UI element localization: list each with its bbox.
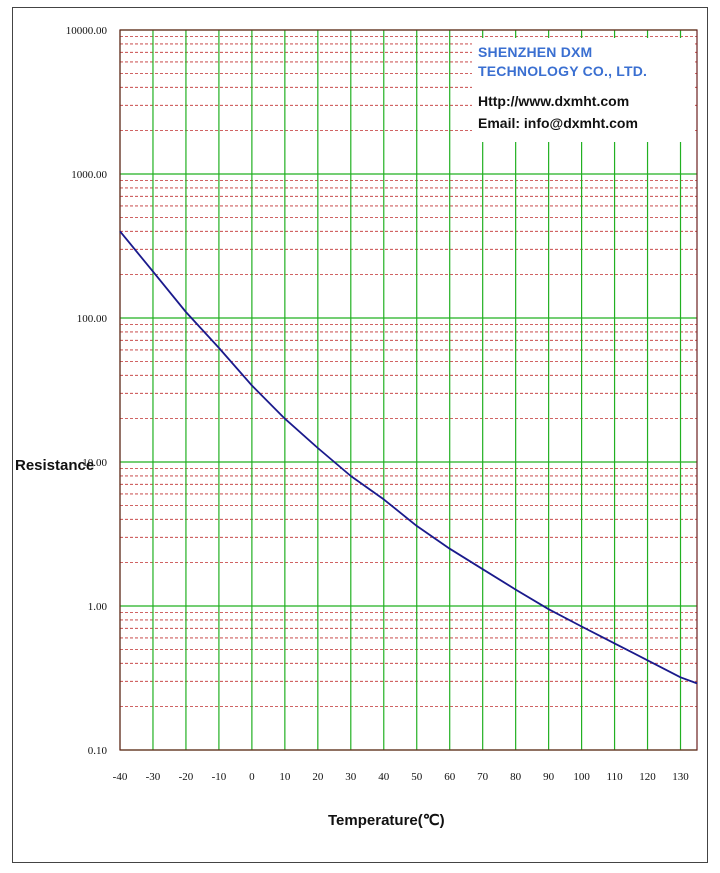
x-tick-label: 20 (312, 771, 324, 783)
x-tick-label: 120 (639, 771, 656, 783)
company-name-line2: TECHNOLOGY CO., LTD. (478, 63, 648, 79)
y-tick-labels: 10000.00 1000.00 100.00 10.00 1.00 0.10 (66, 25, 108, 757)
y-tick-label: 100.00 (77, 313, 108, 325)
x-tick-labels: -40 -30 -20 -10 0 10 20 30 40 50 60 70 80 90 100 110 120… (113, 771, 690, 783)
x-tick-label: 130 (672, 771, 689, 783)
y-tick-label: 1.00 (88, 601, 108, 613)
x-tick-label: 90 (543, 771, 555, 783)
x-tick-label: 80 (510, 771, 522, 783)
y-tick-label: 0.10 (88, 745, 108, 757)
x-tick-label: 100 (573, 771, 590, 783)
x-tick-label: 30 (345, 771, 357, 783)
x-tick-label: 10 (279, 771, 291, 783)
y-tick-label: 1000.00 (71, 169, 107, 181)
series-line (119, 230, 698, 685)
x-tick-label: -40 (113, 771, 128, 783)
y-tick-label: 10.00 (82, 457, 107, 469)
company-name-line1: SHENZHEN DXM (478, 44, 593, 60)
x-tick-label: 50 (411, 771, 423, 783)
x-tick-label: 110 (607, 771, 624, 783)
y-axis-label: Resistance (15, 457, 95, 474)
x-tick-label: 70 (477, 771, 489, 783)
x-tick-label: -10 (212, 771, 227, 783)
x-axis-label: Temperature(℃) (328, 812, 445, 829)
company-website[interactable]: Http://www.dxmht.com (478, 93, 630, 109)
x-tick-label: 40 (378, 771, 390, 783)
series-layer (119, 230, 698, 685)
company-info-box: SHENZHEN DXM TECHNOLOGY CO., LTD. Http:/… (472, 38, 694, 142)
y-tick-label: 10000.00 (66, 25, 108, 37)
x-tick-label: 0 (249, 771, 255, 783)
plot-area-border (119, 29, 698, 751)
chart-frame (12, 7, 708, 863)
x-tick-label: -30 (146, 771, 161, 783)
x-tick-label: 60 (444, 771, 456, 783)
company-email[interactable]: Email: info@dxmht.com (478, 115, 638, 131)
x-tick-label: -20 (179, 771, 194, 783)
